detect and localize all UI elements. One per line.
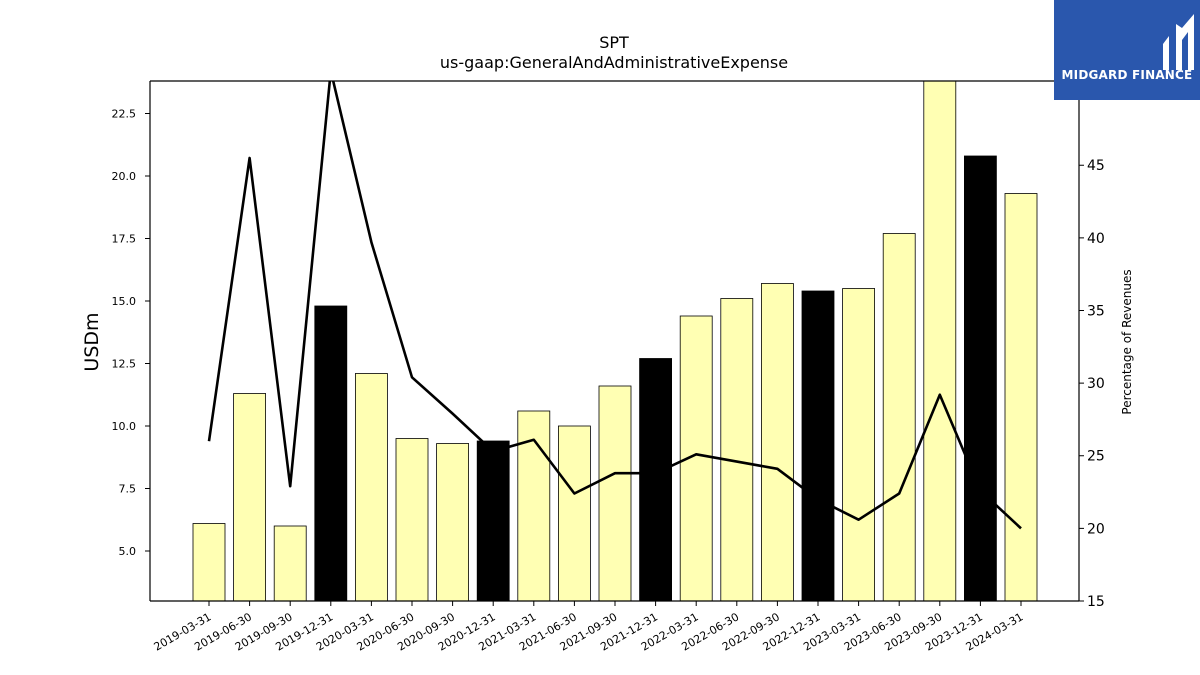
y-tick-label: 22.5 (112, 108, 137, 121)
bar (436, 443, 470, 602)
bar (801, 290, 835, 602)
y2-tick-label: 15 (1087, 594, 1105, 610)
y-tick-label: 15.0 (112, 295, 137, 308)
brand-logo: MIDGARD FINANCE (1054, 0, 1200, 100)
bar (679, 315, 713, 602)
bar (233, 393, 267, 602)
y2-tick-label: 45 (1087, 158, 1105, 174)
bar (964, 155, 997, 602)
y2-tick-label: 35 (1087, 303, 1105, 319)
logo-mark-icon (1163, 14, 1194, 70)
y2-axis-label: Percentage of Revenues (1120, 269, 1134, 414)
bar (923, 80, 957, 602)
y2-tick-label: 30 (1087, 376, 1105, 392)
logo-text: MIDGARD FINANCE (1061, 68, 1193, 82)
series-line (207, 81, 1022, 530)
bar (476, 440, 510, 602)
bar (842, 288, 875, 602)
y-tick-label: 20.0 (112, 170, 137, 183)
bar (598, 385, 632, 602)
chart-title: SPT (599, 33, 629, 52)
bar (761, 283, 794, 602)
y-axis-label: USDm (81, 312, 103, 371)
bar (192, 523, 226, 602)
bar (314, 305, 348, 602)
y-tick-label: 12.5 (112, 358, 137, 371)
y-tick-label: 5.0 (119, 545, 137, 558)
bar (395, 438, 429, 602)
bar (639, 358, 672, 602)
y-tick-label: 10.0 (112, 420, 137, 433)
y2-tick-label: 25 (1087, 449, 1105, 465)
chart-subtitle: us-gaap:GeneralAndAdministrativeExpense (439, 53, 789, 72)
bar (882, 233, 916, 602)
y2-tick-label: 40 (1087, 231, 1105, 247)
bar (354, 373, 388, 602)
y-tick-label: 7.5 (119, 483, 137, 496)
bar (273, 525, 307, 602)
bar (558, 425, 591, 602)
y-tick-label: 17.5 (112, 233, 137, 246)
y2-tick-label: 20 (1087, 521, 1105, 537)
bar (720, 298, 754, 602)
bar (1004, 193, 1038, 602)
